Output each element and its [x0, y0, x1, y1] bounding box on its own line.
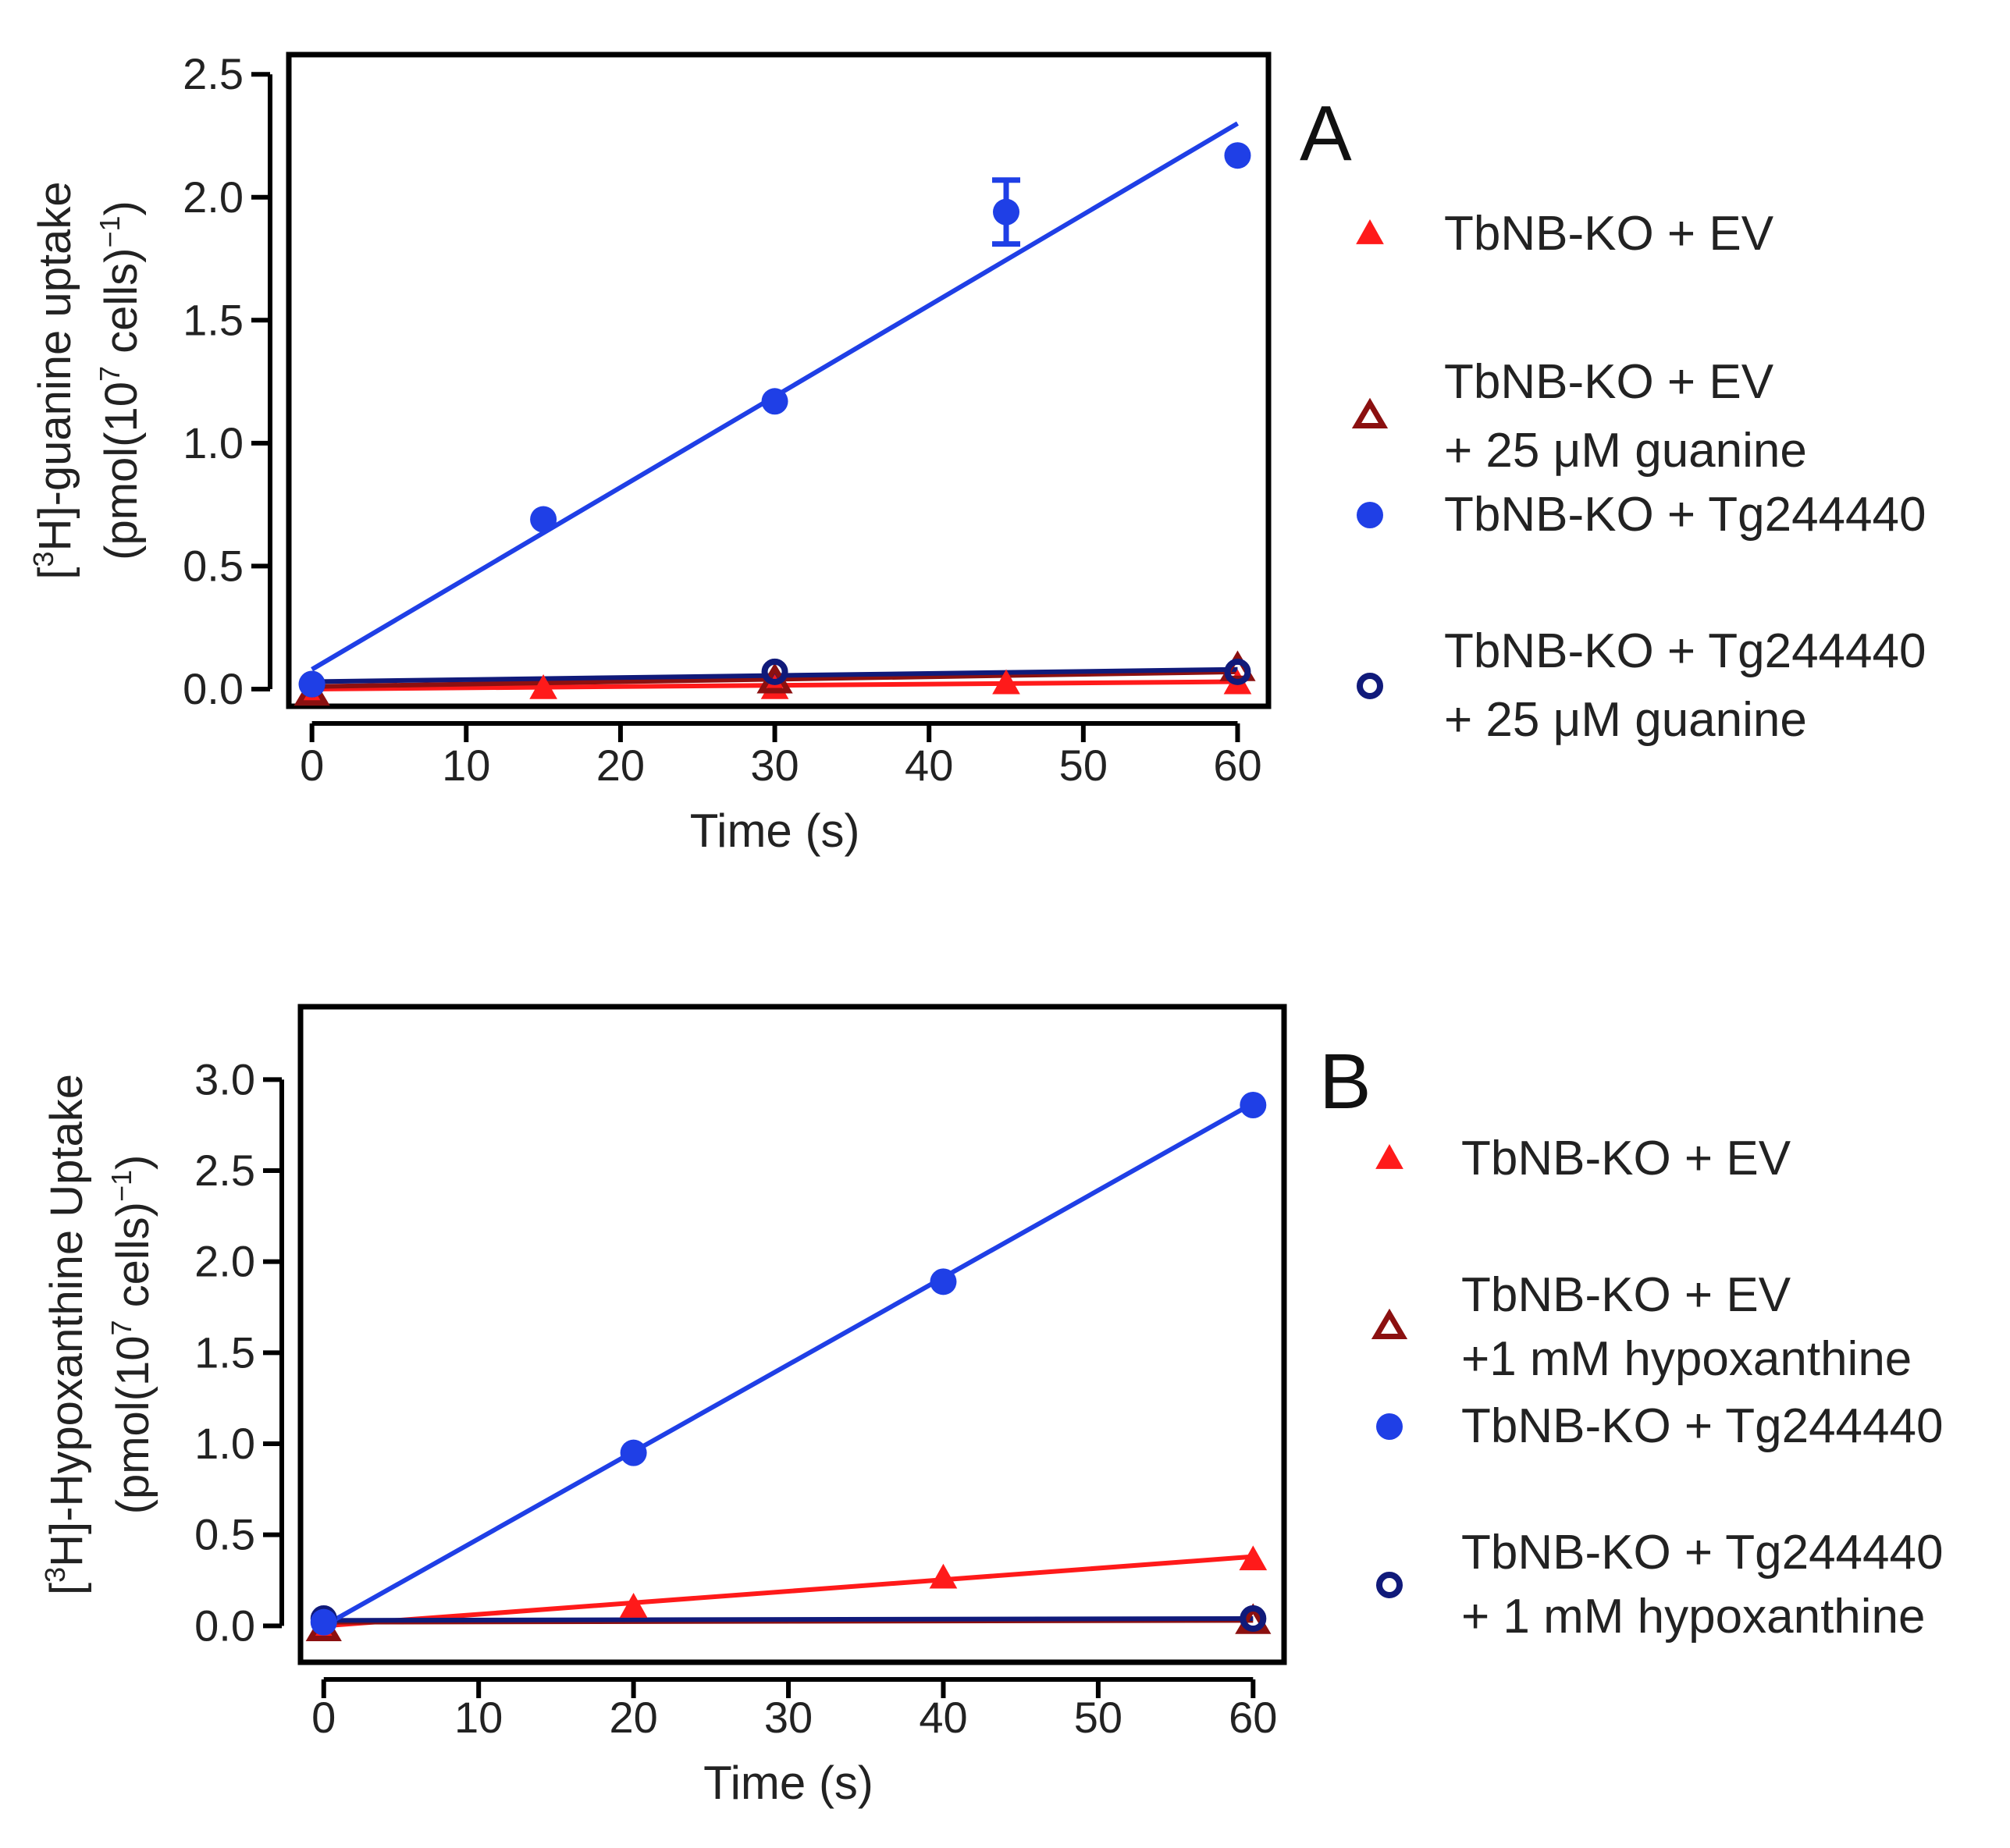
plot-frame [286, 52, 1272, 709]
fit-line-tg [322, 1101, 1254, 1628]
data-point-tg [1224, 142, 1251, 169]
legend-label-tg_inhibited: TbNB-KO + Tg244440 [1444, 624, 1926, 678]
x-tick-label: 50 [1059, 741, 1108, 790]
x-tick-label: 30 [764, 1693, 813, 1742]
plot-frame [297, 1004, 1287, 1665]
data-point-tg [761, 388, 788, 415]
x-tick-label: 50 [1074, 1693, 1122, 1742]
legend-label-tg_inhibited: + 1 mM hypoxanthine [1461, 1590, 1926, 1644]
legend-marker-tg_inhibited [1357, 673, 1383, 699]
y-axis-label-line1: [3H]-Hypoxanthine Uptake [39, 1074, 92, 1595]
y-tick-label: 1.5 [194, 1327, 255, 1377]
x-tick-label: 40 [905, 741, 953, 790]
panel-letter: A [1300, 90, 1352, 177]
legend-label-tg: TbNB-KO + Tg244440 [1444, 488, 1926, 542]
y-tick-label: 0.5 [183, 541, 244, 590]
legend-marker-ev_inhibited [1351, 397, 1389, 429]
data-point-tg_inhibited [761, 658, 788, 685]
x-tick-label: 0 [300, 741, 324, 790]
legend-marker-ev [1375, 1144, 1403, 1169]
chart-panel-a: 0 10 20 30 40 50 60 Time (s) 0.0 0.5 1.0 1.5 2.0 2.5 [… [27, 49, 1926, 857]
legend-label-ev: TbNB-KO + EV [1461, 1132, 1791, 1185]
data-point-tg_inhibited [1224, 658, 1251, 685]
fit-line-tg_inhibited [323, 1616, 1254, 1623]
y-tick-label: 0.5 [194, 1510, 255, 1559]
legend-label-ev_inhibited: + 25 μM guanine [1444, 424, 1807, 478]
x-tick-label: 20 [609, 1693, 657, 1742]
legend-label-tg: TbNB-KO + Tg244440 [1461, 1399, 1944, 1453]
y-tick-label: 2.0 [194, 1237, 255, 1286]
data-point-ev [529, 673, 557, 699]
data-point-tg_inhibited [1240, 1605, 1267, 1632]
data-point-tg [310, 1608, 337, 1636]
y-tick-label: 2.5 [183, 49, 244, 98]
data-point-tg [930, 1268, 957, 1295]
legend-label-ev: TbNB-KO + EV [1444, 207, 1774, 261]
chart-panel-b: 0 10 20 30 40 50 60 Time (s) 0.0 0.5 1.0 1.5 2.0 2.5 3… [39, 1004, 1944, 1809]
data-point-tg [1240, 1092, 1267, 1118]
x-axis-label: Time (s) [690, 805, 860, 857]
y-axis-label-line1: [3H]-guanine uptake [27, 181, 80, 579]
legend-marker-ev [1356, 219, 1384, 244]
legend-marker-ev_inhibited [1371, 1308, 1408, 1340]
legend: TbNB-KO + EV TbNB-KO + EV + 25 μM guanine T… [1351, 207, 1926, 747]
legend-label-tg_inhibited: + 25 μM guanine [1444, 693, 1807, 747]
legend: TbNB-KO + EV TbNB-KO + EV +1 mM hypoxanthi… [1371, 1132, 1944, 1644]
x-tick-label: 60 [1229, 1693, 1277, 1742]
y-tick-label: 1.0 [194, 1419, 255, 1468]
legend-label-ev_inhibited: +1 mM hypoxanthine [1461, 1332, 1912, 1386]
data-point-ev [992, 669, 1020, 695]
x-tick-label: 20 [596, 741, 645, 790]
x-tick-label: 10 [454, 1693, 503, 1742]
data-point-tg [298, 670, 326, 698]
legend-label-ev_inhibited: TbNB-KO + EV [1444, 355, 1774, 409]
y-tick-label: 0.0 [194, 1601, 255, 1650]
legend-marker-tg [1357, 502, 1383, 528]
data-point-ev [619, 1593, 648, 1618]
x-tick-label: 30 [750, 741, 799, 790]
data-point-tg [530, 506, 557, 533]
y-tick-label: 2.0 [183, 172, 244, 222]
y-tick-label: 0.0 [183, 664, 244, 713]
data-point-tg [993, 198, 1020, 226]
legend-label-tg_inhibited: TbNB-KO + Tg244440 [1461, 1526, 1944, 1580]
panel-letter: B [1319, 1038, 1371, 1125]
x-tick-label: 40 [919, 1693, 967, 1742]
y-axis-label-line2: (pmol(107 cells)−1) [94, 201, 147, 560]
y-axis-label-line2: (pmol(107 cells)−1) [105, 1155, 158, 1515]
x-tick-label: 60 [1213, 741, 1261, 790]
legend-label-ev_inhibited: TbNB-KO + EV [1461, 1268, 1791, 1322]
data-point-ev [1239, 1545, 1268, 1571]
x-tick-label: 0 [311, 1693, 336, 1742]
fit-line-ev [323, 1554, 1254, 1629]
legend-marker-tg [1376, 1413, 1403, 1440]
legend-marker-tg_inhibited [1376, 1572, 1403, 1598]
data-point-tg [620, 1439, 647, 1466]
y-tick-label: 2.5 [194, 1146, 255, 1195]
y-tick-label: 1.5 [183, 295, 244, 344]
x-tick-label: 10 [442, 741, 490, 790]
x-axis-label: Time (s) [703, 1757, 873, 1809]
y-tick-label: 1.0 [183, 418, 244, 467]
y-tick-label: 3.0 [194, 1054, 255, 1103]
data-point-ev [929, 1563, 958, 1589]
